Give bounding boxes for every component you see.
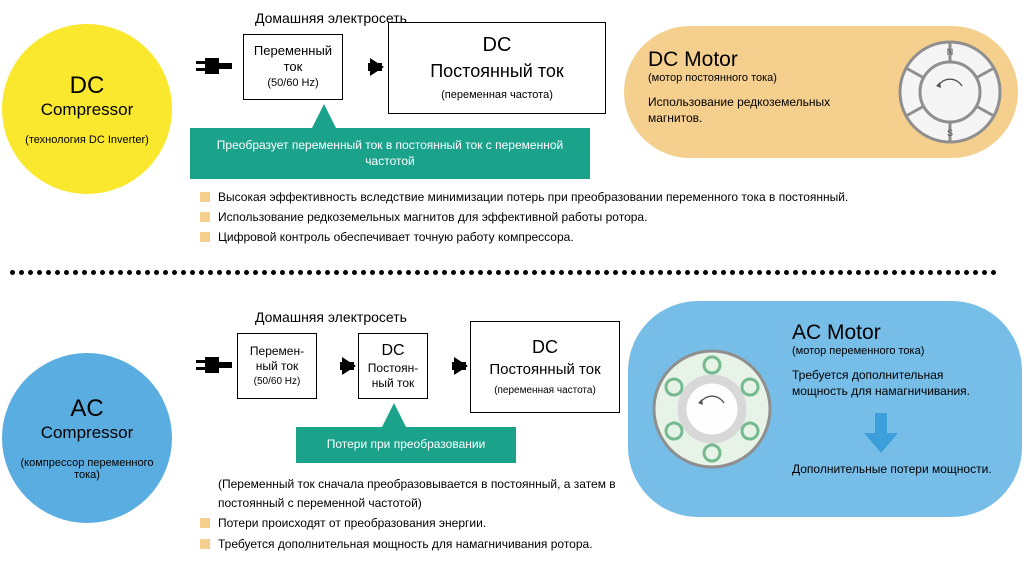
dc-header: Домашняя электросеть: [255, 10, 407, 26]
plug-icon: [196, 351, 232, 379]
ac-rotor-icon: [650, 347, 774, 471]
svg-text:S: S: [947, 128, 953, 138]
ac-bullets: (Переменный ток сначала преобразовываетс…: [200, 475, 620, 555]
dc-section: DC Compressor (технология DC Inverter) Д…: [0, 0, 1024, 265]
section-divider: [10, 262, 1014, 266]
dc-compressor-tech: (технология DC Inverter): [25, 134, 149, 146]
dc-bullets: Высокая эффективность вследствие минимиз…: [200, 188, 990, 249]
dc-rotor-icon: N S: [896, 38, 1004, 146]
ac-motor-desc: Требуется дополнительная мощность для на…: [792, 367, 1002, 399]
dc-compressor-circle: DC Compressor (технология DC Inverter): [2, 24, 172, 194]
dc-motor-pill: DC Motor (мотор постоянного тока) Исполь…: [624, 26, 1018, 158]
ac-compressor-sub: Compressor: [41, 423, 134, 443]
ac-compressor-title: AC: [70, 395, 103, 423]
ac-motor-pill: AC Motor (мотор переменного тока) Требуе…: [628, 301, 1022, 517]
ac-motor-title: AC Motor: [792, 321, 1002, 345]
arrow-icon: [342, 357, 356, 375]
ac-box-dc1: DC Постоян- ный ток: [358, 333, 428, 399]
down-arrow-icon: [864, 413, 898, 453]
plug-icon: [196, 52, 232, 80]
arrow-icon: [370, 58, 384, 76]
ac-header: Домашняя электросеть: [255, 309, 407, 325]
ac-motor-extra: Дополнительные потери мощности.: [792, 461, 1002, 477]
ac-box-ac: Перемен- ный ток (50/60 Hz): [237, 333, 317, 399]
dc-box-dc: DC Постоянный ток (переменная частота): [388, 22, 606, 114]
dc-compressor-sub: Compressor: [41, 100, 134, 120]
arrow-icon: [454, 357, 468, 375]
dc-motor-title: DC Motor: [648, 48, 870, 72]
ac-compressor-circle: AC Compressor (компрессор переменного то…: [2, 353, 172, 523]
ac-motor-sub: (мотор переменного тока): [792, 345, 1002, 357]
ac-compressor-tech: (компрессор переменного тока): [2, 457, 172, 481]
ac-box-dc2: DC Постоянный ток (переменная частота): [470, 321, 620, 413]
ac-callout: Потери при преобразовании: [296, 427, 516, 463]
dc-box-ac: Переменный ток (50/60 Hz): [243, 34, 343, 100]
dc-motor-desc: Использование редкоземельных магнитов.: [648, 94, 870, 126]
dc-compressor-title: DC: [70, 72, 105, 100]
svg-text:N: N: [947, 47, 954, 57]
ac-section: AC Compressor (компрессор переменного то…: [0, 283, 1024, 567]
dc-callout: Преобразует переменный ток в постоянный …: [190, 128, 590, 179]
dc-motor-sub: (мотор постоянного тока): [648, 72, 870, 84]
